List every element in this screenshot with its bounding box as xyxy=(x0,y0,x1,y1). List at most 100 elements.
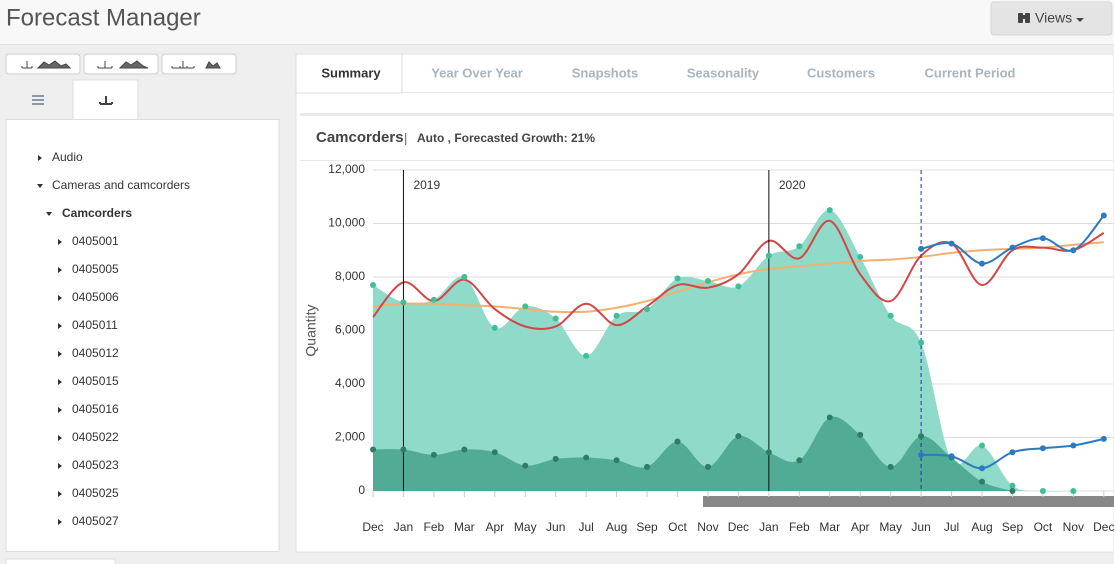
data-point xyxy=(552,315,559,322)
tree-toggle[interactable] xyxy=(58,295,62,301)
data-point xyxy=(674,275,681,282)
tab-label[interactable]: Current Period xyxy=(924,65,1015,80)
data-point xyxy=(735,283,742,290)
tree-item[interactable]: 0405012 xyxy=(72,346,119,360)
data-point xyxy=(1009,449,1016,456)
tree-toggle[interactable] xyxy=(58,351,62,357)
app-title: Forecast Manager xyxy=(6,4,201,31)
tree-item[interactable]: 0405005 xyxy=(72,262,119,276)
tree-item[interactable]: 0405016 xyxy=(72,402,119,416)
tree-toggle[interactable] xyxy=(58,435,62,441)
panel-separator-text: | xyxy=(404,130,407,145)
x-tick-label: May xyxy=(514,520,537,534)
data-point xyxy=(461,446,468,453)
x-tick-label: Nov xyxy=(1063,520,1084,534)
x-tick-label: Apr xyxy=(485,520,504,534)
tree-item[interactable]: Audio xyxy=(52,150,83,164)
data-point xyxy=(613,312,620,319)
data-point xyxy=(918,433,925,440)
tab-label[interactable]: Summary xyxy=(321,65,381,80)
data-point xyxy=(552,455,559,462)
list-tab-icon[interactable] xyxy=(32,95,44,105)
tree-item[interactable]: 0405011 xyxy=(72,318,118,332)
tab-label[interactable]: Snapshots xyxy=(572,65,638,80)
x-tick-label: Jul xyxy=(578,520,593,534)
data-point xyxy=(1009,244,1016,251)
x-tick-label: Sep xyxy=(1002,520,1024,534)
data-point xyxy=(522,462,529,469)
tree-toggle[interactable] xyxy=(46,212,52,216)
tree-item[interactable]: 0405022 xyxy=(72,430,119,444)
data-point xyxy=(1100,435,1107,442)
x-tick-label: Sep xyxy=(636,520,658,534)
x-tick-label: Mar xyxy=(454,520,475,534)
data-point xyxy=(887,463,894,470)
tree-toggle[interactable] xyxy=(58,379,62,385)
data-point xyxy=(400,299,407,306)
data-point xyxy=(826,207,833,214)
views-button[interactable] xyxy=(990,1,1113,36)
x-tick-label: Apr xyxy=(851,520,870,534)
icon xyxy=(21,60,72,69)
y-axis-label: Quantity xyxy=(303,304,319,356)
tree-toggle[interactable] xyxy=(58,491,62,497)
tree-toggle[interactable] xyxy=(58,463,62,469)
x-tick-label: Dec xyxy=(728,520,749,534)
x-tick-label: Aug xyxy=(606,520,627,534)
view-button[interactable] xyxy=(161,53,237,75)
tree-toggle[interactable] xyxy=(58,267,62,273)
icon xyxy=(97,60,149,69)
x-tick-label: Jan xyxy=(759,520,778,534)
annotation-label: 2020 xyxy=(779,178,806,192)
data-point xyxy=(979,465,985,472)
panel-separator xyxy=(300,113,1114,116)
tree-item[interactable]: 0405001 xyxy=(72,234,119,248)
annotation-label: 2019 xyxy=(413,178,440,192)
tree-item[interactable]: 0405025 xyxy=(72,486,119,500)
tree-item[interactable]: 0405015 xyxy=(72,374,119,388)
data-point xyxy=(461,274,468,280)
data-point xyxy=(613,457,620,464)
x-tick-label: Dec xyxy=(362,520,383,534)
data-point xyxy=(583,454,590,461)
caret xyxy=(1076,18,1084,22)
data-point xyxy=(796,457,803,464)
y-tick-label: 10,000 xyxy=(328,216,365,230)
data-point xyxy=(491,324,498,331)
data-point xyxy=(674,438,681,445)
data-point xyxy=(979,478,985,485)
active-tab[interactable] xyxy=(295,53,403,94)
data-point xyxy=(735,433,742,440)
x-tick-label: Mar xyxy=(819,520,840,534)
scrollbar[interactable] xyxy=(703,496,1114,507)
tree-toggle[interactable] xyxy=(58,323,62,329)
tree-toggle[interactable] xyxy=(58,407,62,413)
data-point xyxy=(430,296,437,303)
tab-label[interactable]: Seasonality xyxy=(687,65,760,80)
tab-label[interactable]: Customers xyxy=(807,65,875,80)
data-point xyxy=(1039,235,1046,242)
tree-item[interactable]: 0405027 xyxy=(72,514,119,528)
data-point xyxy=(583,352,590,359)
data-point xyxy=(1039,445,1046,452)
tree-item[interactable]: Camcorders xyxy=(62,206,132,220)
tree-item[interactable]: 0405006 xyxy=(72,290,119,304)
x-tick-label: Oct xyxy=(1034,520,1053,534)
tab-label[interactable]: Year Over Year xyxy=(431,65,523,80)
view-button[interactable] xyxy=(83,53,159,75)
tree-item[interactable]: Cameras and camcorders xyxy=(52,178,190,192)
tree-toggle[interactable] xyxy=(58,239,62,245)
x-tick-label: Feb xyxy=(424,520,445,534)
x-tick-label: Oct xyxy=(668,520,687,534)
data-point xyxy=(1039,488,1046,494)
data-point xyxy=(644,306,651,313)
tree-toggle[interactable] xyxy=(37,184,43,188)
panel-subtitle: Auto , Forecasted Growth: 21% xyxy=(417,131,595,145)
line xyxy=(372,219,1105,330)
tree-toggle[interactable] xyxy=(58,519,62,525)
tree-item[interactable]: 0405023 xyxy=(72,458,119,472)
tree-toggle[interactable] xyxy=(38,155,42,161)
data-point xyxy=(918,245,925,252)
data-point xyxy=(979,260,985,267)
